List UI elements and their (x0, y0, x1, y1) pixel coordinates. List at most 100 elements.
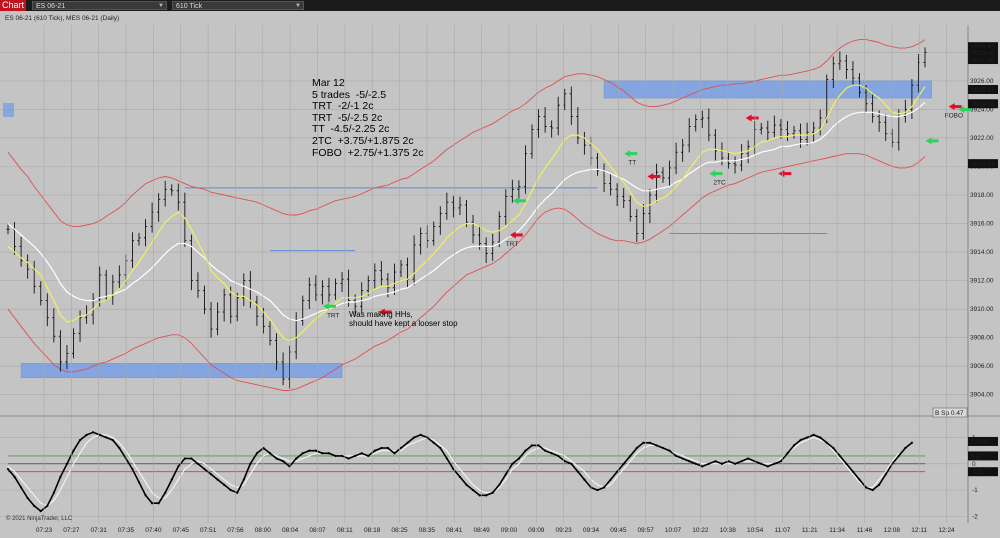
exit-arrow-icon (509, 231, 523, 239)
osc-point (897, 454, 900, 458)
osc-point (694, 462, 697, 465)
time-tick-label: 10:38 (720, 527, 737, 534)
left-zone-handle[interactable] (3, 103, 14, 117)
chart-canvas[interactable]: ES 06-21 (610 Tick), MES 06-21 (Daily) 3… (0, 11, 1000, 538)
price-label-box (968, 99, 998, 109)
osc-point (334, 454, 337, 458)
osc-point (825, 441, 828, 444)
osc-point (137, 481, 141, 484)
chart-tab[interactable]: Chart (0, 0, 26, 11)
chevron-down-icon: ▼ (158, 3, 164, 9)
osc-point (295, 457, 298, 460)
osc-point (576, 470, 579, 473)
osc-point (131, 467, 134, 471)
price-tick-label: 3926.00 (970, 78, 994, 85)
price-label-text: 3928.40 (971, 44, 995, 51)
osc-point (681, 457, 684, 460)
fast-ema-line (7, 84, 926, 342)
price-label-box (968, 47, 998, 57)
exit-arrow-icon (778, 170, 792, 178)
osc-point (871, 488, 874, 492)
price-label-box (968, 84, 998, 94)
osc-point (799, 439, 802, 442)
osc-point (675, 454, 678, 458)
time-tick-label: 07:45 (173, 527, 190, 534)
osc-point (229, 488, 232, 492)
osc-point (910, 441, 914, 444)
osc-point (701, 465, 704, 468)
osc-point (707, 462, 710, 465)
osc-point (602, 486, 606, 489)
osc-point (878, 483, 881, 486)
spread-label: B Sp 0.47 (935, 410, 964, 417)
interval-selector[interactable]: 610 Tick ▼ (172, 1, 304, 10)
osc-point (806, 436, 809, 439)
osc-point (236, 491, 239, 494)
osc-point (314, 449, 317, 452)
time-tick-label: 10:54 (747, 527, 764, 534)
osc-point (275, 457, 278, 460)
osc-point (642, 441, 645, 444)
price-tick-label: 3908.00 (970, 335, 994, 342)
entry-arrow-icon (958, 105, 972, 113)
osc-point (268, 452, 272, 455)
time-tick-label: 07:40 (145, 527, 162, 534)
osc-point (399, 446, 403, 450)
osc-point (92, 431, 95, 434)
exit-arrow-icon (378, 308, 392, 316)
time-axis: 07:23 07:27 07:31 07:35 07:40 07:45 07:51 07:56… (36, 25, 955, 534)
osc-point (373, 449, 376, 452)
time-tick-label: 09:45 (610, 527, 627, 534)
time-tick-label: 08:00 (255, 527, 272, 534)
exit-arrow-icon (745, 114, 759, 122)
osc-point (491, 491, 494, 494)
osc-point (544, 449, 547, 452)
osc-point (354, 454, 357, 458)
note-line: TRT -5/-2.5 2c (312, 111, 383, 124)
price-label: 3928.00 (968, 47, 998, 57)
price-label-box (968, 159, 998, 169)
osc-point (445, 457, 448, 460)
exit-arrow-icon (647, 172, 661, 180)
osc-point (563, 460, 566, 463)
osc-point (812, 433, 815, 436)
osc-point (255, 452, 258, 455)
osc-point (177, 465, 180, 468)
osc-point (33, 504, 36, 507)
note-line: Mar 12 (312, 77, 345, 89)
price-panel: 3904.00 3906.00 3908.00 3910.00 3912.00 3914.… (0, 25, 998, 523)
trade-notes: Mar 12 5 trades -5/-2.5 TRT -2/-1 2c TRT… (312, 77, 424, 159)
osc-point (52, 491, 55, 494)
osc-point (439, 446, 442, 450)
time-tick-label: 11:21 (802, 527, 818, 534)
osc-point (170, 478, 173, 481)
osc-point (432, 441, 435, 444)
exit-arrow-icon (948, 103, 962, 111)
chart-header: ES 06-21 (610 Tick), MES 06-21 (Daily) (5, 15, 119, 22)
entry-arrow-icon (709, 170, 723, 178)
osc-point (458, 475, 462, 479)
chevron-down-icon: ▼ (295, 3, 301, 9)
time-tick-label: 12:11 (911, 527, 927, 534)
osc-point (557, 454, 560, 458)
slow-ema-line (7, 101, 926, 322)
trade-label: FOBO (945, 113, 963, 120)
price-tick-label: 3916.00 (970, 221, 994, 228)
osc-point (530, 444, 534, 447)
osc-point (550, 452, 553, 455)
osc-point (524, 449, 527, 452)
osc-point (629, 454, 632, 458)
time-tick-label: 08:49 (473, 527, 490, 534)
spread-label-box (932, 407, 968, 418)
osc-point (78, 439, 82, 442)
annotation-line: should have kept a looser stop (349, 319, 458, 328)
support-resistance-zone (603, 80, 932, 99)
osc-point (164, 491, 167, 494)
time-tick-label: 08:41 (446, 527, 463, 534)
price-tick-label: 3918.00 (970, 192, 994, 199)
osc-point (157, 502, 160, 505)
osc-tick-label: -2 (972, 513, 978, 520)
instrument-selector[interactable]: ES 06-21 ▼ (32, 1, 167, 10)
price-label: 3920.24 (968, 159, 998, 169)
price-label-text: 3928.00 (971, 50, 995, 57)
